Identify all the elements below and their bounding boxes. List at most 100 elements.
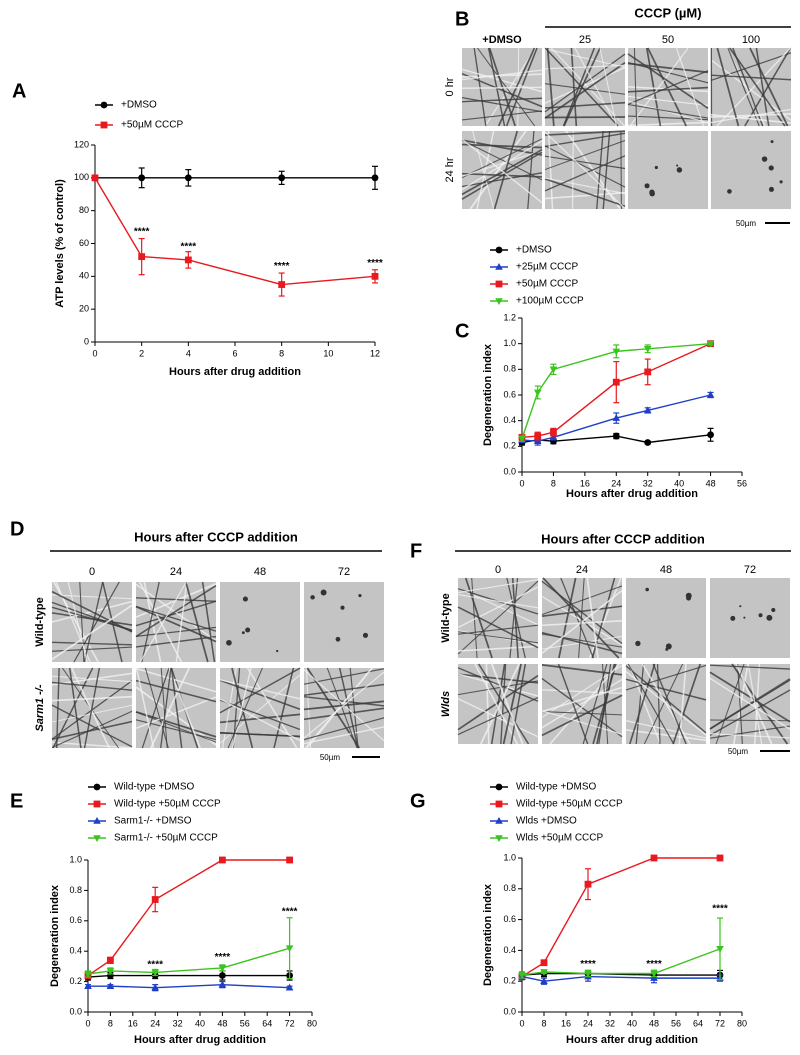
neurite xyxy=(544,53,626,113)
panel-letter: D xyxy=(10,518,24,540)
debris xyxy=(340,605,345,610)
panel-letter: E xyxy=(10,790,23,812)
marker xyxy=(93,783,101,791)
marker xyxy=(84,982,92,989)
micrograph xyxy=(135,581,217,663)
significance: **** xyxy=(712,903,728,914)
neurite xyxy=(627,100,709,124)
x-tick-label: 48 xyxy=(649,1018,659,1028)
series-line xyxy=(88,983,290,989)
y-tick-label: 0 xyxy=(84,336,89,346)
neurite xyxy=(541,590,623,654)
marker xyxy=(151,969,159,977)
neurite xyxy=(544,155,626,192)
debris xyxy=(768,165,774,171)
micrograph xyxy=(541,577,623,659)
y-tick-label: 0.8 xyxy=(69,885,82,895)
row-label: 24 hr xyxy=(444,157,456,182)
marker xyxy=(100,121,108,129)
y-tick-label: 0.0 xyxy=(503,466,516,476)
neurite xyxy=(471,577,478,659)
neurite xyxy=(709,689,791,736)
neurite xyxy=(729,47,786,127)
neurite xyxy=(544,83,626,95)
marker xyxy=(218,965,227,972)
neurite xyxy=(727,47,760,127)
neurite xyxy=(544,66,626,104)
marker xyxy=(534,432,542,440)
marker xyxy=(540,959,548,967)
neurite xyxy=(349,667,359,749)
legend-label: +DMSO xyxy=(121,100,157,111)
marker xyxy=(643,406,652,414)
x-tick-label: 40 xyxy=(674,478,684,488)
y-tick-label: 1.0 xyxy=(69,854,82,864)
marker xyxy=(612,378,620,386)
neurite xyxy=(175,581,188,663)
marker xyxy=(285,983,294,991)
neurite xyxy=(652,663,687,745)
neurite xyxy=(544,61,626,119)
neurite xyxy=(303,726,385,745)
x-tick-label: 16 xyxy=(561,1018,571,1028)
significance: **** xyxy=(215,952,231,963)
panel-letter: C xyxy=(455,320,469,342)
x-axis-label: Hours after drug addition xyxy=(566,1034,698,1046)
neurite xyxy=(490,663,524,745)
y-axis-label: Degeneration index xyxy=(482,343,494,446)
neurite xyxy=(709,677,791,730)
neurite xyxy=(135,710,217,738)
neurite xyxy=(219,674,301,744)
x-tick-label: 48 xyxy=(217,1018,227,1028)
marker xyxy=(93,800,101,808)
neurite xyxy=(627,62,709,84)
column-label: 72 xyxy=(744,564,756,576)
marker xyxy=(84,971,92,978)
legend-label: Wlds +50µM CCCP xyxy=(516,833,603,844)
neurite xyxy=(135,600,217,627)
panel-header: Hours after CCCP addition xyxy=(541,531,705,546)
row-label: Sarm1 -/- xyxy=(34,684,46,731)
significance: **** xyxy=(646,959,662,970)
debris xyxy=(768,186,774,192)
neurite xyxy=(627,62,709,74)
neurite xyxy=(51,720,133,740)
micrograph xyxy=(461,130,543,210)
micrograph xyxy=(541,663,623,745)
neurite xyxy=(747,663,763,745)
x-tick-label: 56 xyxy=(737,478,747,488)
neurite xyxy=(709,732,791,739)
panel-letter: F xyxy=(410,540,422,562)
neurite xyxy=(135,605,217,643)
neurite xyxy=(544,48,626,68)
marker xyxy=(219,856,226,864)
y-tick-label: 120 xyxy=(74,139,89,149)
x-tick-label: 80 xyxy=(737,1018,747,1028)
micrograph xyxy=(625,663,707,745)
y-tick-label: 0.6 xyxy=(503,389,516,399)
y-tick-label: 40 xyxy=(79,271,89,281)
marker xyxy=(495,800,503,808)
neurite xyxy=(557,663,589,745)
column-label: 0 xyxy=(495,564,501,576)
marker xyxy=(518,972,526,980)
neurite xyxy=(541,633,623,648)
marker xyxy=(495,280,503,288)
legend-label: Wild-type +50µM CCCP xyxy=(516,799,623,810)
debris xyxy=(242,596,248,602)
legend-label: +50µM CCCP xyxy=(121,120,183,131)
legend-label: +50µM CCCP xyxy=(516,279,578,290)
neurite xyxy=(219,698,301,742)
debris xyxy=(739,605,742,608)
x-tick-label: 12 xyxy=(370,348,380,358)
neurite xyxy=(544,145,626,188)
significance: **** xyxy=(134,227,150,238)
micrograph xyxy=(51,667,133,749)
debris xyxy=(645,587,649,592)
marker xyxy=(644,368,652,376)
neurite xyxy=(737,663,743,745)
neurite xyxy=(457,586,539,629)
neurite xyxy=(461,172,543,188)
micrograph-bg xyxy=(710,578,790,658)
x-tick-label: 48 xyxy=(706,478,716,488)
